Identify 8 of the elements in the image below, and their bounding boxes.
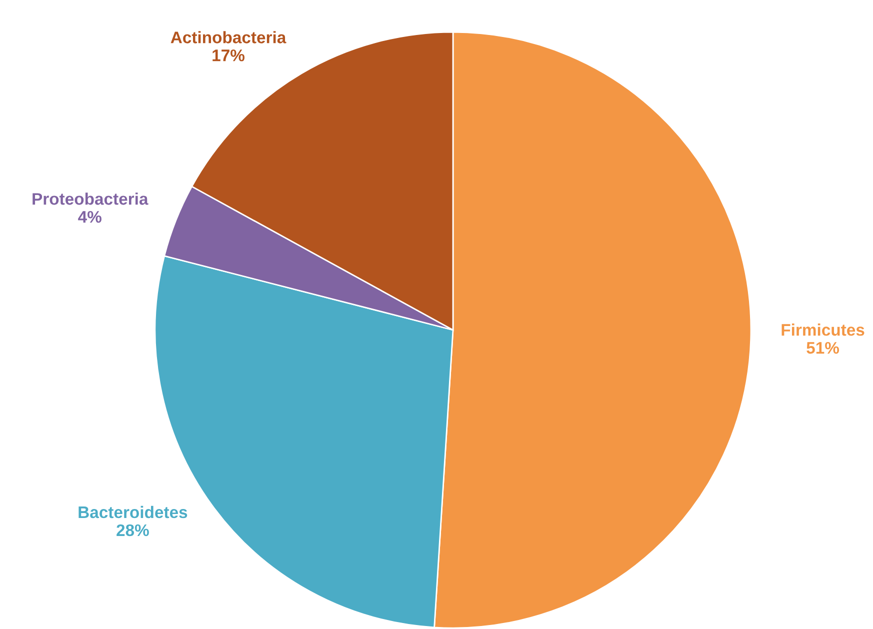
- slice-label: Bacteroidetes: [78, 506, 188, 518]
- slice-label: Proteobacteria: [32, 192, 148, 205]
- data-label: 51%: [806, 342, 840, 354]
- data-label: 4%: [78, 211, 102, 223]
- slice-label: Firmicutes: [782, 324, 864, 336]
- data-label: 28%: [116, 524, 149, 536]
- data-label: 17%: [212, 50, 244, 62]
- slice-label: Actinobacteria: [170, 31, 286, 44]
